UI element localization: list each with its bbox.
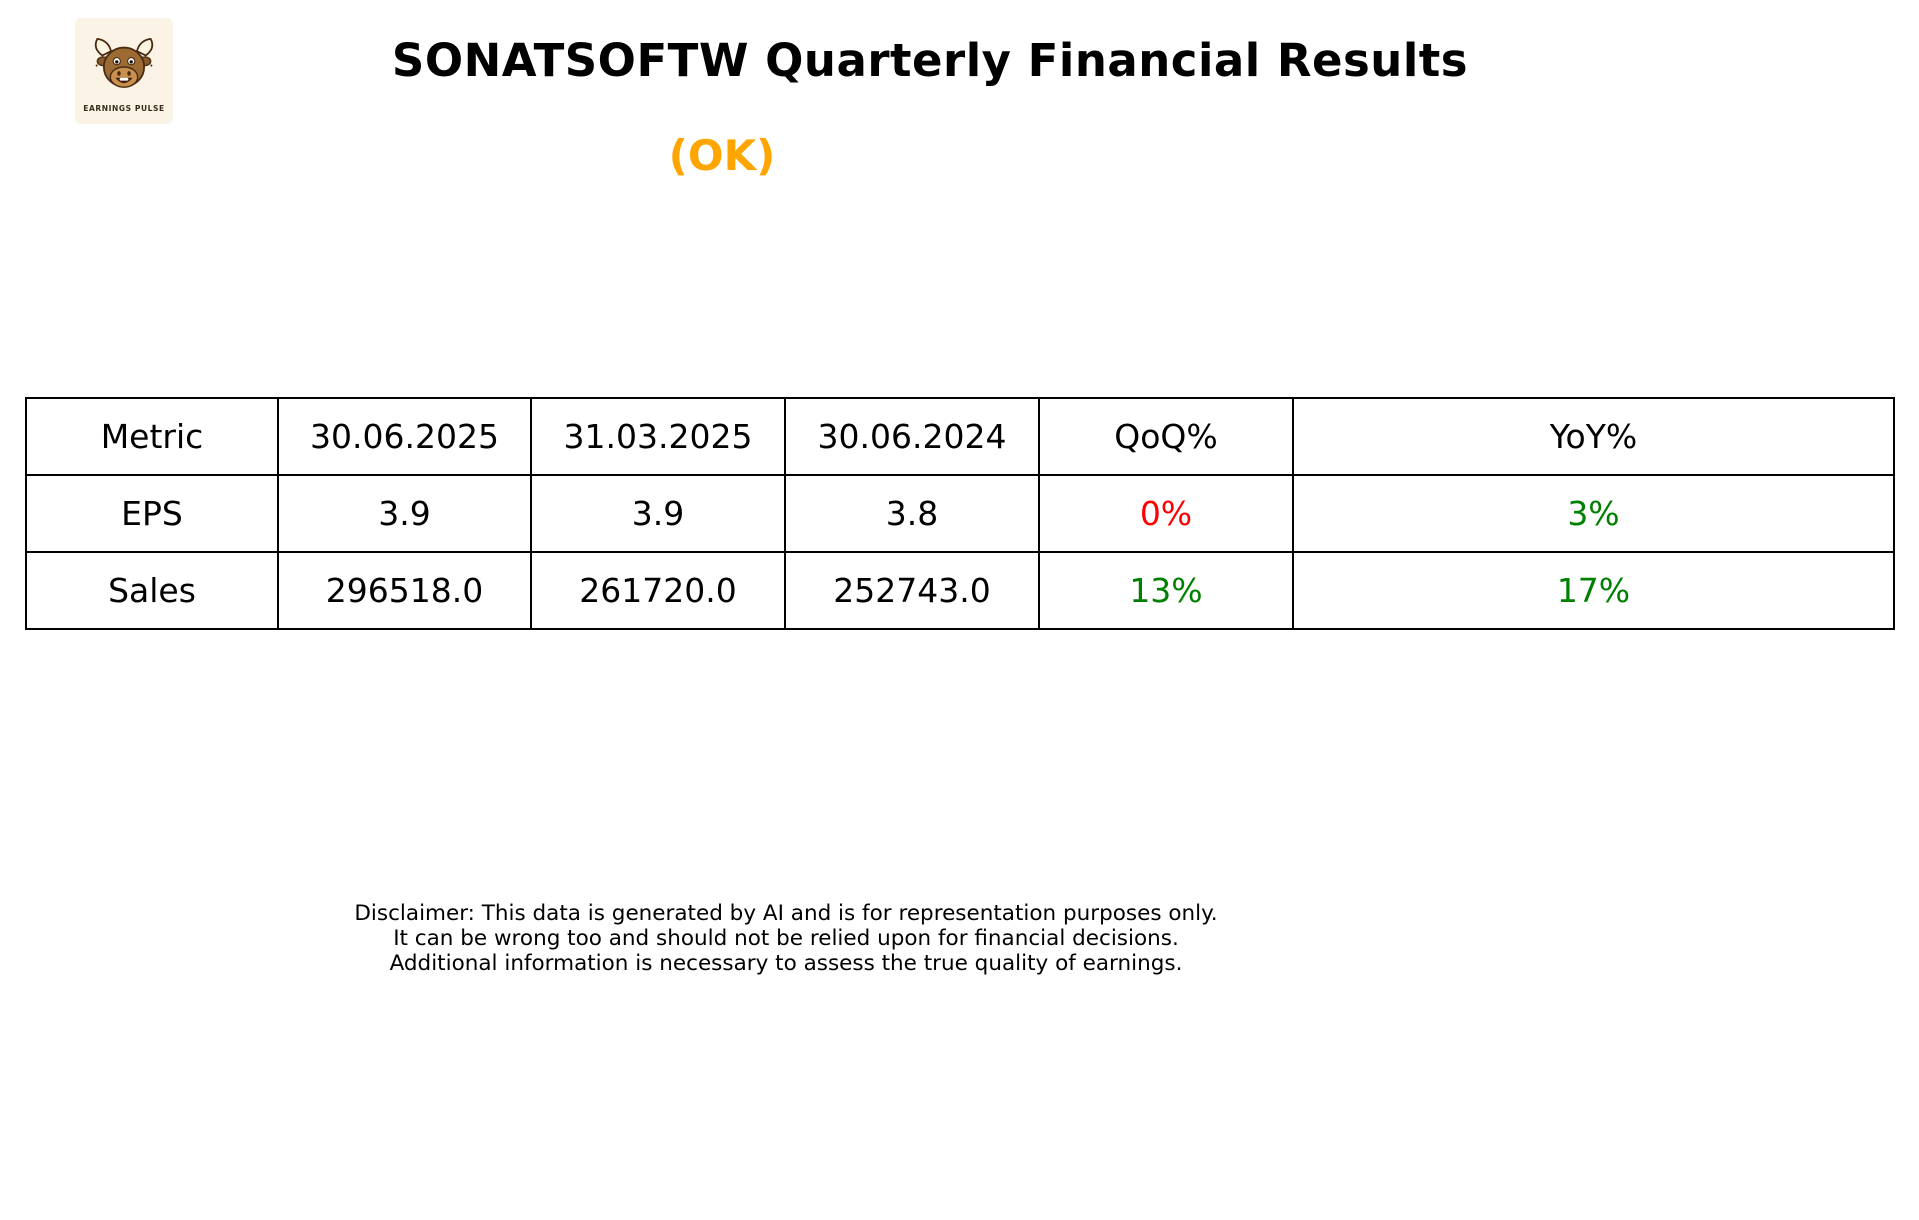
disclaimer-line-2: It can be wrong too and should not be re… <box>393 926 1179 951</box>
header-cell-metric: Metric <box>25 397 279 476</box>
results-table: Metric 30.06.2025 31.03.2025 30.06.2024 … <box>25 397 1895 630</box>
disclaimer: Disclaimer: This data is generated by AI… <box>0 901 1572 976</box>
table-row-sales: Sales 296518.0 261720.0 252743.0 13% 17% <box>25 551 1895 630</box>
header-cell-current-quarter: 30.06.2025 <box>277 397 532 476</box>
disclaimer-line-3: Additional information is necessary to a… <box>389 951 1183 976</box>
earnings-pulse-logo: EARNINGS PULSE <box>75 18 173 124</box>
metric-label: Sales <box>25 551 279 630</box>
header-cell-year-ago-quarter: 30.06.2024 <box>784 397 1040 476</box>
sales-current-value: 296518.0 <box>277 551 532 630</box>
metric-label: EPS <box>25 474 279 553</box>
disclaimer-line-1: Disclaimer: This data is generated by AI… <box>354 901 1218 926</box>
eps-qoq-change: 0% <box>1038 474 1294 553</box>
sales-year-ago-value: 252743.0 <box>784 551 1040 630</box>
results-table-container: Metric 30.06.2025 31.03.2025 30.06.2024 … <box>25 397 1895 630</box>
logo-text: EARNINGS PULSE <box>83 104 165 113</box>
eps-previous-value: 3.9 <box>530 474 786 553</box>
eps-yoy-change: 3% <box>1292 474 1895 553</box>
eps-year-ago-value: 3.8 <box>784 474 1040 553</box>
bull-mascot-icon <box>94 37 154 88</box>
sales-yoy-change: 17% <box>1292 551 1895 630</box>
header-cell-yoy: YoY% <box>1292 397 1895 476</box>
sales-qoq-change: 13% <box>1038 551 1294 630</box>
sales-previous-value: 261720.0 <box>530 551 786 630</box>
table-header-row: Metric 30.06.2025 31.03.2025 30.06.2024 … <box>25 397 1895 476</box>
eps-current-value: 3.9 <box>277 474 532 553</box>
verdict-badge: (OK) <box>668 131 776 180</box>
header-cell-qoq: QoQ% <box>1038 397 1294 476</box>
page-title: SONATSOFTW Quarterly Financial Results <box>391 34 1469 87</box>
header-cell-previous-quarter: 31.03.2025 <box>530 397 786 476</box>
table-row-eps: EPS 3.9 3.9 3.8 0% 3% <box>25 474 1895 553</box>
